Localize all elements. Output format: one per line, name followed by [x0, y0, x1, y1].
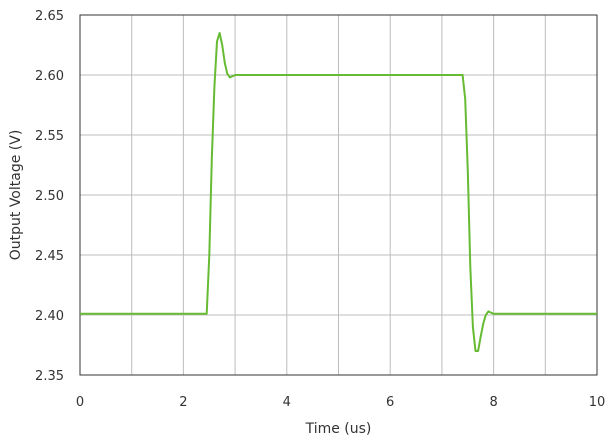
series-line — [80, 32, 597, 352]
x-tick-label: 6 — [386, 395, 394, 410]
series-layer — [80, 32, 597, 352]
x-tick-label: 0 — [76, 395, 84, 410]
x-tick-label: 10 — [589, 395, 606, 410]
y-axis-title: Output Voltage (V) — [8, 130, 24, 261]
x-tick-label: 2 — [179, 395, 187, 410]
y-tick-label: 2.60 — [35, 69, 64, 84]
y-tick-label: 2.45 — [35, 249, 64, 264]
y-tick-label: 2.40 — [35, 309, 64, 324]
y-tick-label: 2.55 — [35, 129, 64, 144]
x-tick-label: 8 — [489, 395, 497, 410]
y-tick-label: 2.35 — [35, 369, 64, 384]
y-tick-label: 2.65 — [35, 9, 64, 24]
y-tick-label: 2.50 — [35, 189, 64, 204]
x-tick-labels: 0 2 4 6 8 10 — [76, 395, 605, 410]
y-tick-labels: 2.35 2.40 2.45 2.50 2.55 2.60 2.65 — [35, 9, 64, 384]
x-tick-label: 4 — [283, 395, 291, 410]
plot-frame — [79, 14, 598, 376]
x-axis-title: Time (us) — [305, 421, 372, 437]
